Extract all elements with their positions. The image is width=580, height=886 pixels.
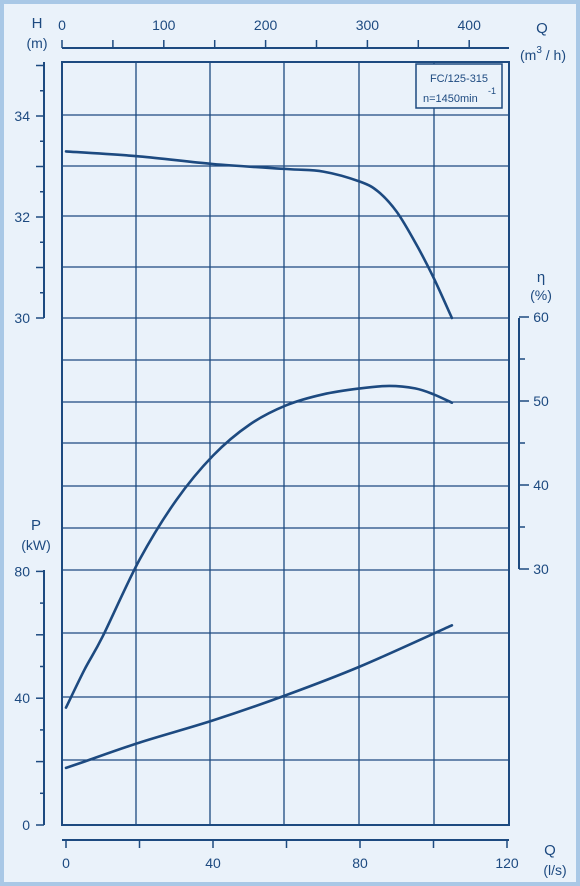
efficiency-axis-tick-label: 50	[533, 393, 549, 409]
top-axis-tick-label: 300	[356, 17, 380, 33]
head-axis-label: H	[32, 15, 43, 32]
legend-speed-exponent: -1	[488, 86, 496, 96]
efficiency-axis: 30 40 50 60 η (%)	[518, 269, 552, 577]
bottom-axis-tick-label: 80	[352, 855, 368, 871]
top-q-axis: 0 100 200 300 400 Q (m3 / h)	[58, 17, 566, 63]
head-axis: 30 32 34 H (m)	[14, 15, 47, 326]
efficiency-axis-tick-label: 40	[533, 477, 549, 493]
power-axis-tick-label: 80	[14, 563, 30, 579]
efficiency-axis-unit: (%)	[530, 287, 552, 303]
head-axis-tick-label: 30	[14, 310, 30, 326]
power-axis-tick-label: 0	[22, 817, 30, 833]
curves	[64, 150, 454, 770]
efficiency-axis-label: η	[537, 269, 545, 286]
head-axis-tick-label: 34	[14, 108, 30, 124]
power-axis: 0 40 80 P (kW)	[14, 517, 50, 833]
bottom-axis-tick-label: 40	[205, 855, 221, 871]
bottom-axis-tick-label: 120	[495, 855, 519, 871]
legend-frame	[415, 63, 503, 109]
head-axis-ticks: 30 32 34	[14, 64, 44, 326]
head-axis-unit: (m)	[27, 35, 48, 51]
legend-speed: n=1450min	[423, 93, 478, 105]
power-curve	[64, 624, 454, 770]
bottom-q-axis: 0 40 80 120 Q (l/s)	[62, 839, 567, 878]
head-curve	[64, 150, 454, 320]
top-axis-tick-label: 400	[458, 17, 482, 33]
top-axis-unit: (m3 / h)	[520, 45, 566, 63]
grid	[62, 62, 509, 825]
top-axis-tick-label: 100	[152, 17, 176, 33]
bottom-axis-tick-label: 0	[62, 855, 70, 871]
top-axis-label: Q	[536, 20, 548, 37]
bottom-axis-ticks: 0 40 80 120	[62, 840, 519, 871]
efficiency-axis-tick-label: 30	[533, 561, 549, 577]
efficiency-axis-ticks: 30 40 50 60	[519, 309, 549, 577]
power-axis-tick-label: 40	[14, 690, 30, 706]
top-axis-tick-label: 200	[254, 17, 278, 33]
legend-model: FC/125-315	[430, 73, 488, 85]
legend-box: FC/125-315 n=1450min -1	[415, 63, 503, 109]
power-axis-unit: (kW)	[21, 537, 51, 553]
efficiency-axis-tick-label: 60	[533, 309, 549, 325]
bottom-axis-unit: (l/s)	[543, 862, 566, 878]
efficiency-curve	[64, 384, 454, 709]
power-axis-ticks: 0 40 80	[14, 563, 44, 833]
top-axis-tick-label: 0	[58, 17, 66, 33]
top-axis-ticks: 0 100 200 300 400	[58, 17, 481, 48]
head-axis-tick-label: 32	[14, 209, 30, 225]
power-axis-label: P	[31, 517, 41, 534]
bottom-axis-label: Q	[544, 842, 556, 859]
